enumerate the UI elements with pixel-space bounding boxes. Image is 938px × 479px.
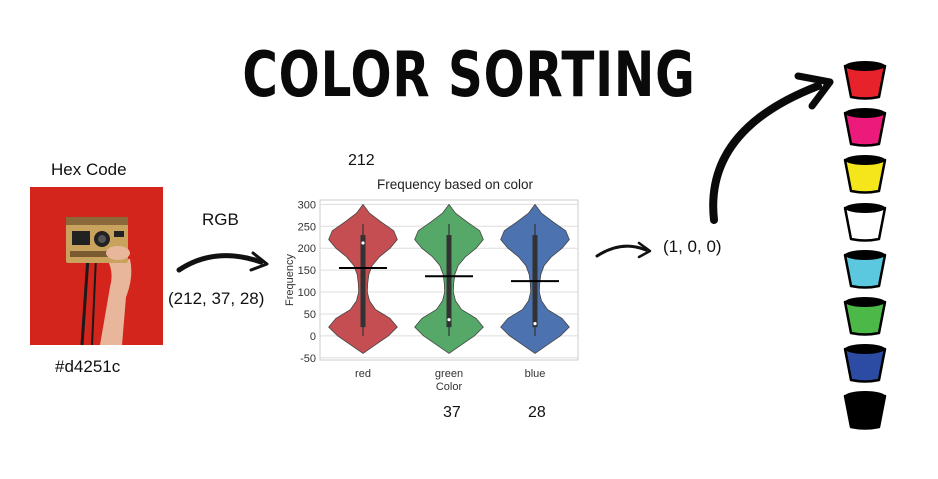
bucket-icon (843, 202, 887, 242)
page-title: COLOR SORTING (242, 38, 696, 111)
blue-value: 28 (528, 404, 546, 421)
green-value: 37 (443, 404, 461, 421)
hex-code-label: Hex Code (51, 160, 127, 179)
bucket-column (840, 60, 890, 440)
x-tick-label: green (435, 368, 463, 380)
y-tick-label: 50 (304, 309, 316, 321)
bucket-icon (843, 155, 887, 195)
median-point (447, 318, 451, 322)
arrow-right-icon (176, 251, 269, 273)
hex-value: #d4251c (55, 357, 121, 376)
y-tick-label: 250 (298, 221, 316, 233)
y-tick-label: 0 (310, 331, 316, 343)
red-value: 212 (348, 152, 375, 169)
y-tick-label: 200 (298, 243, 316, 255)
violin-chart: -50 0 50 100 150 200 250 300 red green blue Color… (284, 199, 579, 393)
median-point (533, 322, 537, 326)
y-tick-label: 300 (298, 199, 316, 211)
rgb-label: RGB (202, 210, 239, 229)
y-tick-label: 150 (298, 265, 316, 277)
chart-title: Frequency based on color (376, 177, 534, 192)
bucket-icon (843, 344, 887, 383)
bucket-icon (843, 108, 887, 147)
x-tick-label: red (355, 368, 371, 380)
y-tick-label: 100 (298, 287, 316, 299)
sample-photo (30, 187, 163, 345)
y-axis-label: Frequency (284, 254, 296, 306)
output-value: (1, 0, 0) (663, 237, 722, 256)
arrow-right-icon (595, 241, 652, 259)
y-tick-label: -50 (300, 353, 316, 365)
x-axis-label: Color (436, 381, 463, 393)
bucket-icon (843, 297, 887, 336)
x-tick-label: blue (525, 368, 546, 380)
curved-arrow-icon (709, 72, 834, 224)
bucket-icon (843, 249, 887, 289)
bucket-icon (843, 61, 887, 100)
rgb-value: (212, 37, 28) (168, 289, 265, 308)
median-point (361, 241, 365, 245)
bucket-icon (843, 391, 887, 431)
